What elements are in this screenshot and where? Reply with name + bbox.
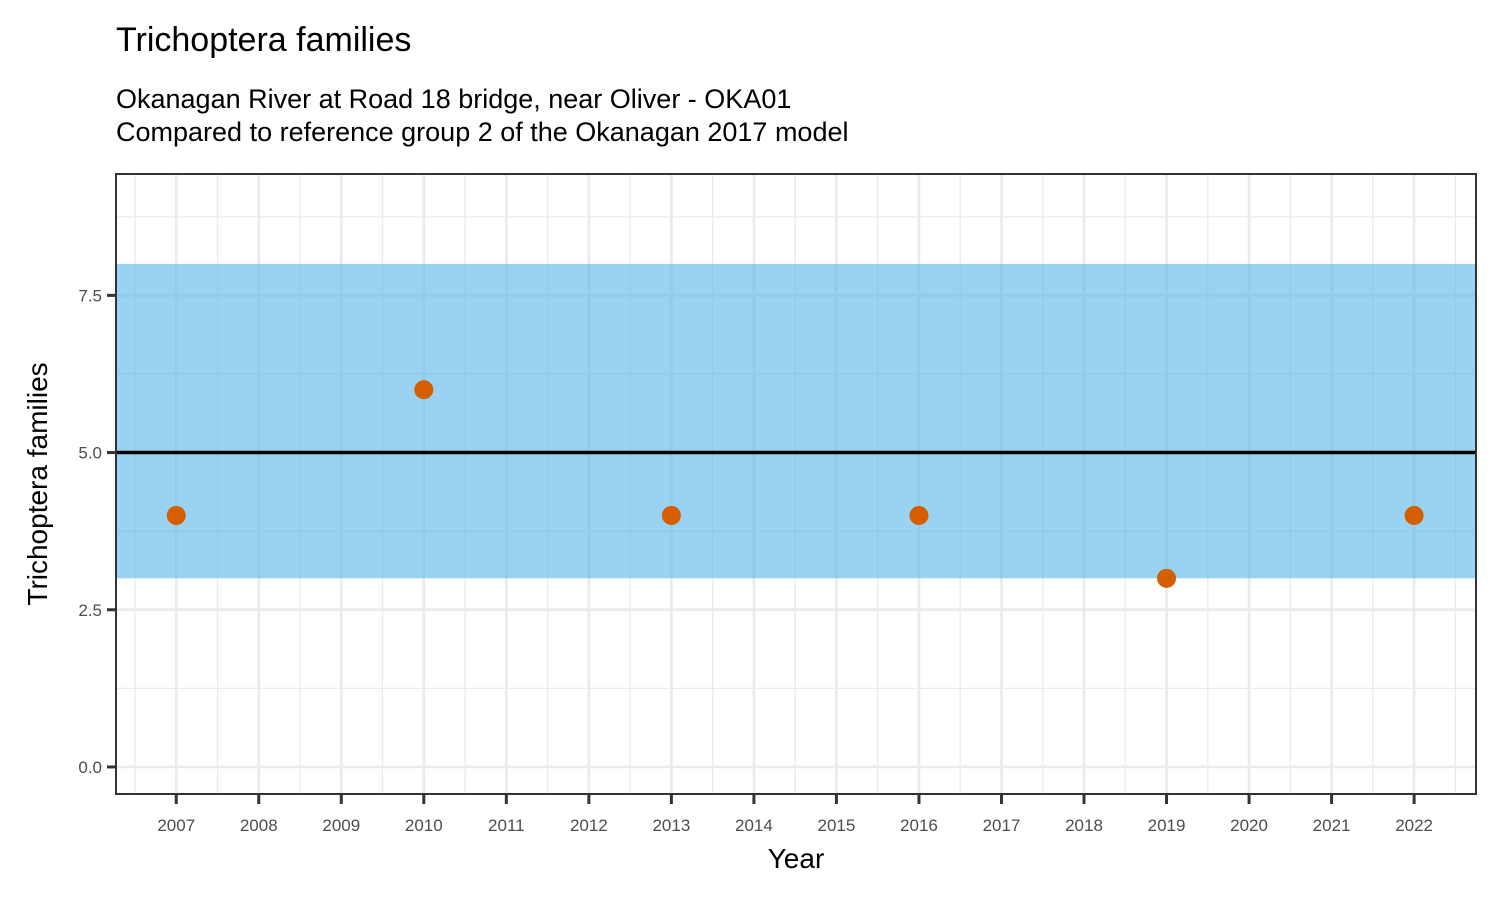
x-tick-label: 2008 (240, 816, 278, 835)
data-point (909, 505, 929, 525)
x-axis: 2007 2008 2009 2010 2011 2012 2013 2014 2015 2016… (157, 794, 1433, 835)
x-tick-label: 2013 (652, 816, 690, 835)
y-tick-label: 7.5 (78, 286, 102, 305)
x-tick-label: 2019 (1148, 816, 1186, 835)
x-axis-title: Year (768, 843, 825, 874)
x-tick-label: 2007 (157, 816, 195, 835)
data-point (166, 505, 186, 525)
panel-border (115, 173, 1477, 795)
x-tick-label: 2016 (900, 816, 938, 835)
plot-panel (115, 173, 1477, 795)
chart-subtitle-line-2: Compared to reference group 2 of the Oka… (116, 117, 848, 147)
x-tick-label: 2015 (818, 816, 856, 835)
reference-band (116, 263, 1476, 579)
data-point (414, 380, 434, 400)
y-axis-title: Trichoptera families (22, 362, 53, 605)
x-tick-label: 2017 (983, 816, 1021, 835)
x-tick-label: 2021 (1313, 816, 1351, 835)
y-tick-label: 2.5 (78, 601, 102, 620)
x-tick-label: 2009 (322, 816, 360, 835)
data-point (1404, 505, 1424, 525)
x-tick-label: 2012 (570, 816, 608, 835)
chart-title: Trichoptera families (116, 21, 411, 59)
x-tick-label: 2010 (405, 816, 443, 835)
y-axis: 0.0 2.5 5.0 7.5 (78, 286, 116, 777)
data-point (1157, 568, 1177, 588)
data-points (166, 380, 1424, 588)
data-point (661, 505, 681, 525)
y-tick-label: 0.0 (78, 758, 102, 777)
x-tick-label: 2014 (735, 816, 773, 835)
chart-subtitle-line-1: Okanagan River at Road 18 bridge, near O… (116, 84, 791, 114)
x-tick-label: 2018 (1065, 816, 1103, 835)
x-tick-label: 2022 (1395, 816, 1433, 835)
x-tick-label: 2011 (488, 816, 525, 835)
x-tick-label: 2020 (1230, 816, 1268, 835)
y-tick-label: 5.0 (78, 444, 102, 463)
